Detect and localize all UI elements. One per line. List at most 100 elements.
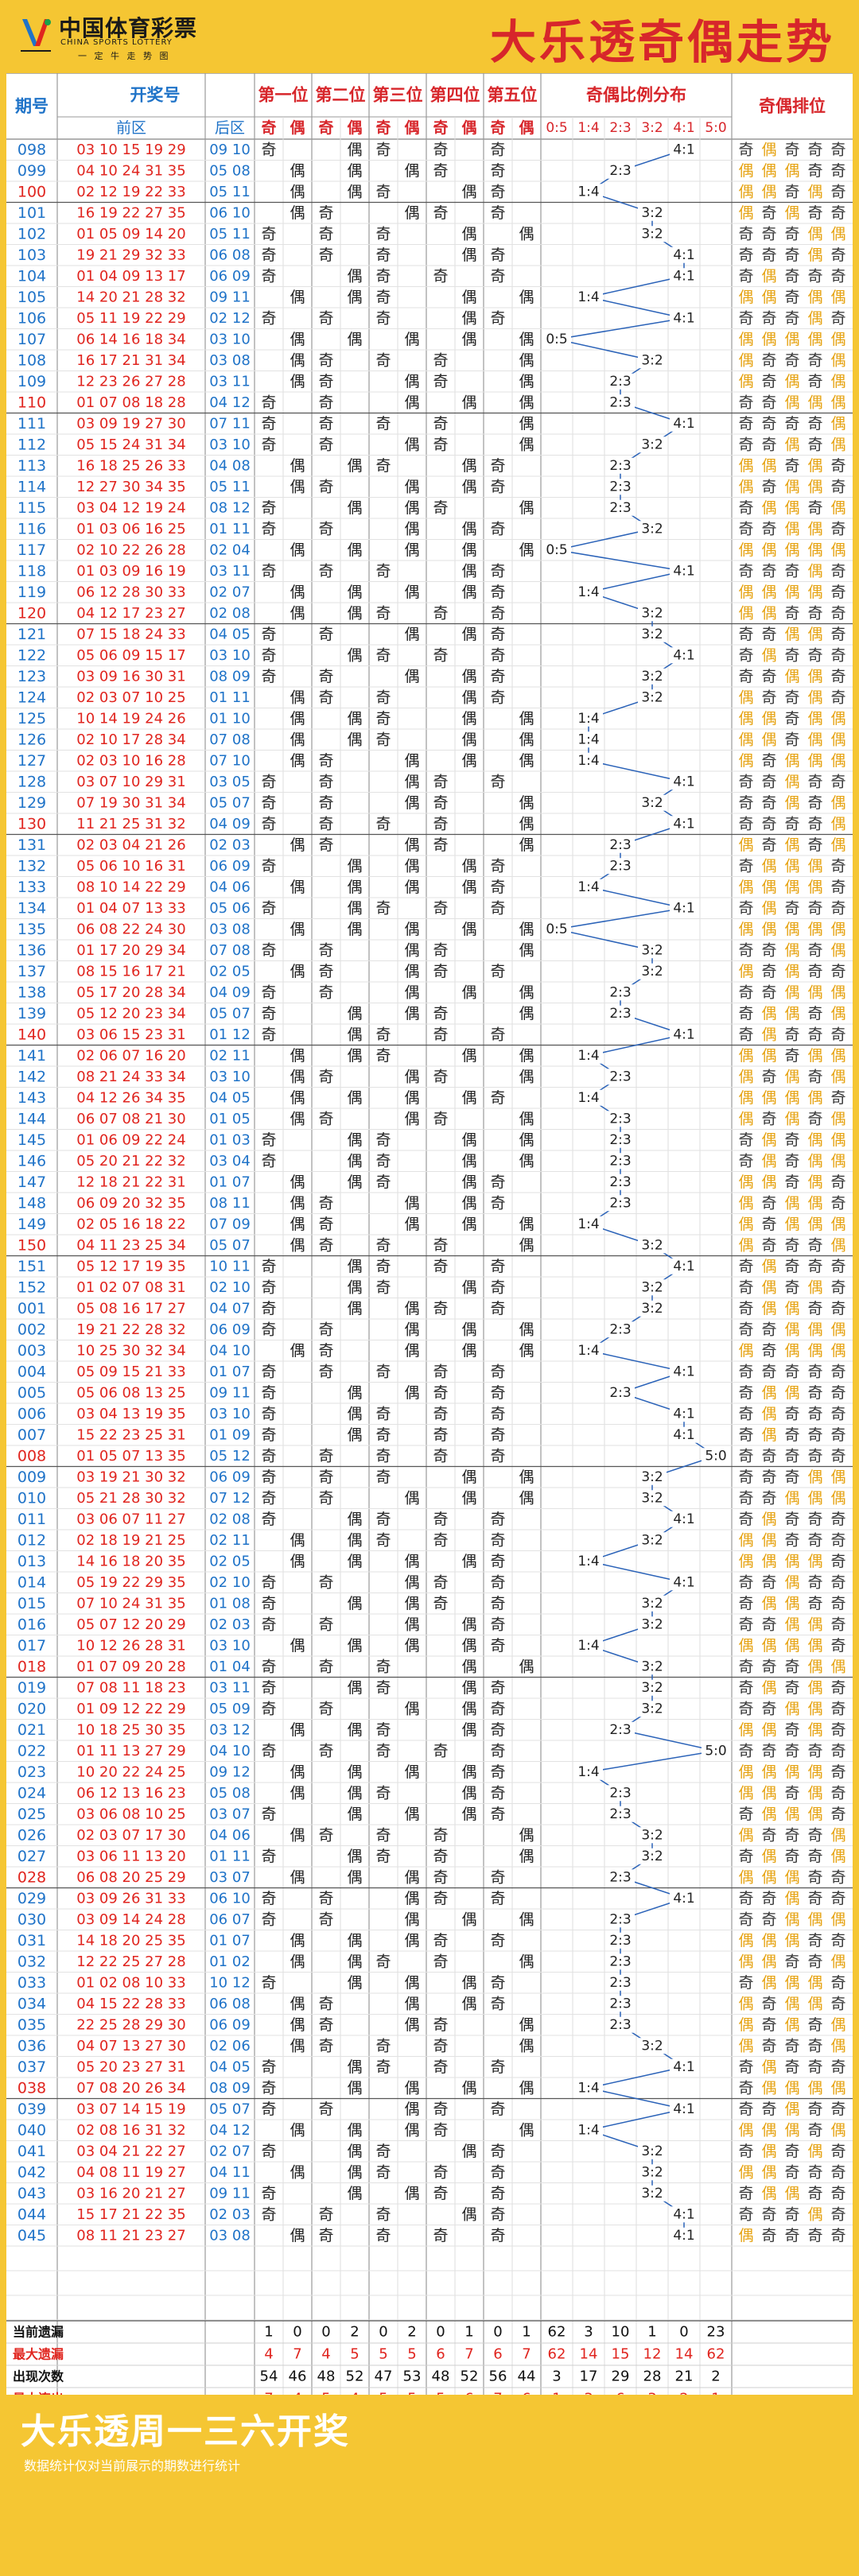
- arrange-mark: 偶: [761, 1595, 776, 1612]
- arrange-mark: 偶: [761, 2079, 776, 2097]
- back-numbers: 01 10: [209, 710, 251, 727]
- arrange-mark: 奇: [830, 1405, 845, 1422]
- even-mark: 偶: [461, 331, 476, 348]
- arrange-mark: 奇: [784, 1174, 799, 1191]
- ratio-point: 1:4: [577, 584, 599, 600]
- arrange-mark: 奇: [738, 1616, 753, 1633]
- even-mark: 偶: [519, 731, 534, 748]
- ratio-point: 2:3: [609, 837, 631, 853]
- arrange-mark: 偶: [738, 2163, 753, 2181]
- ratio-point: 2:3: [609, 2017, 631, 2033]
- even-mark: 偶: [404, 1995, 419, 2012]
- stat-value: 1: [264, 2324, 273, 2341]
- ratio-point: 2:3: [609, 479, 631, 495]
- back-numbers: 02 11: [209, 1047, 251, 1064]
- odd-mark: 奇: [261, 1890, 276, 1907]
- odd-mark: 奇: [261, 1468, 276, 1486]
- ratio-point: 3:2: [641, 1701, 663, 1717]
- front-numbers: 10 18 25 30 35: [76, 1721, 185, 1738]
- even-mark: 偶: [404, 1974, 419, 1992]
- arrange-mark: 偶: [761, 1300, 776, 1317]
- even-mark: 偶: [519, 499, 534, 517]
- odd-mark: 奇: [375, 183, 391, 200]
- arrange-mark: 奇: [830, 604, 845, 622]
- front-numbers: 05 21 28 30 32: [76, 1490, 185, 1507]
- issue-number: 004: [17, 1363, 46, 1380]
- odd-mark: 奇: [318, 1194, 333, 1212]
- back-numbers: 02 11: [209, 1532, 251, 1549]
- arrange-mark: 奇: [761, 2206, 776, 2223]
- issue-number: 039: [17, 2101, 46, 2118]
- header-ratio-4: 4:1: [673, 120, 694, 136]
- issue-number: 016: [17, 1616, 46, 1633]
- odd-mark: 奇: [490, 857, 505, 875]
- ratio-point: 1:4: [577, 2122, 599, 2138]
- ratio-point: 3:2: [641, 964, 663, 980]
- arrange-mark: 偶: [738, 2227, 753, 2244]
- arrange-mark: 奇: [784, 1363, 799, 1380]
- even-mark: 偶: [290, 1553, 305, 1570]
- arrange-mark: 偶: [807, 1974, 822, 1992]
- even-mark: 偶: [347, 1026, 362, 1043]
- issue-number: 040: [17, 2121, 46, 2139]
- even-mark: 偶: [461, 394, 476, 411]
- even-mark: 偶: [461, 1763, 476, 1781]
- ratio-point: 3:2: [641, 795, 663, 811]
- arrange-mark: 偶: [807, 309, 822, 327]
- arrange-mark: 奇: [784, 2227, 799, 2244]
- even-mark: 偶: [519, 1848, 534, 1865]
- odd-mark: 奇: [261, 520, 276, 537]
- arrange-mark: 奇: [807, 2163, 822, 2181]
- odd-mark: 奇: [375, 2163, 391, 2181]
- back-numbers: 03 08: [209, 921, 251, 937]
- odd-mark: 奇: [318, 941, 333, 959]
- even-mark: 偶: [347, 2079, 362, 2097]
- arrange-mark: 奇: [830, 1890, 845, 1907]
- arrange-mark: 奇: [738, 246, 753, 264]
- even-mark: 偶: [290, 584, 305, 601]
- footer-note: 数据统计仅对当前展示的期数进行统计: [24, 2458, 241, 2473]
- odd-mark: 奇: [261, 1447, 276, 1465]
- stat-value: 1: [464, 2324, 473, 2341]
- even-mark: 偶: [347, 1806, 362, 1823]
- arrange-mark: 奇: [761, 1911, 776, 1928]
- back-numbers: 07 10: [209, 752, 251, 769]
- odd-mark: 奇: [375, 2037, 391, 2054]
- header-period: 期号: [15, 97, 49, 116]
- arrange-mark: 奇: [807, 2016, 822, 2034]
- odd-mark: 奇: [433, 1890, 448, 1907]
- even-mark: 偶: [404, 478, 419, 495]
- arrange-mark: 奇: [784, 1447, 799, 1465]
- odd-mark: 奇: [261, 646, 276, 664]
- even-mark: 偶: [347, 1152, 362, 1170]
- even-mark: 偶: [461, 1131, 476, 1149]
- arrange-mark: 奇: [784, 1236, 799, 1254]
- odd-mark: 奇: [490, 2163, 505, 2181]
- arrange-mark: 奇: [830, 457, 845, 475]
- odd-mark: 奇: [318, 1468, 333, 1486]
- even-mark: 偶: [347, 183, 362, 200]
- even-mark: 偶: [347, 879, 362, 896]
- even-mark: 偶: [461, 857, 476, 875]
- arrange-mark: 偶: [807, 983, 822, 1001]
- even-mark: 偶: [347, 604, 362, 622]
- arrange-mark: 奇: [761, 246, 776, 264]
- arrange-mark: 奇: [830, 1447, 845, 1465]
- arrange-mark: 偶: [784, 1974, 799, 1992]
- arrange-mark: 奇: [784, 1026, 799, 1043]
- arrange-mark: 偶: [830, 2016, 845, 2034]
- issue-number: 146: [17, 1152, 46, 1170]
- arrange-mark: 奇: [738, 1911, 753, 1928]
- back-numbers: 05 11: [209, 226, 251, 242]
- arrange-mark: 偶: [761, 2185, 776, 2202]
- arrange-mark: 偶: [761, 921, 776, 938]
- even-mark: 偶: [519, 1658, 534, 1675]
- issue-number: 098: [17, 141, 46, 158]
- back-numbers: 02 03: [209, 836, 251, 853]
- odd-mark: 奇: [261, 436, 276, 453]
- back-numbers: 08 09: [209, 668, 251, 685]
- even-mark: 偶: [519, 983, 534, 1001]
- odd-mark: 奇: [490, 1616, 505, 1633]
- odd-mark: 奇: [433, 1848, 448, 1865]
- arrange-mark: 奇: [738, 941, 753, 959]
